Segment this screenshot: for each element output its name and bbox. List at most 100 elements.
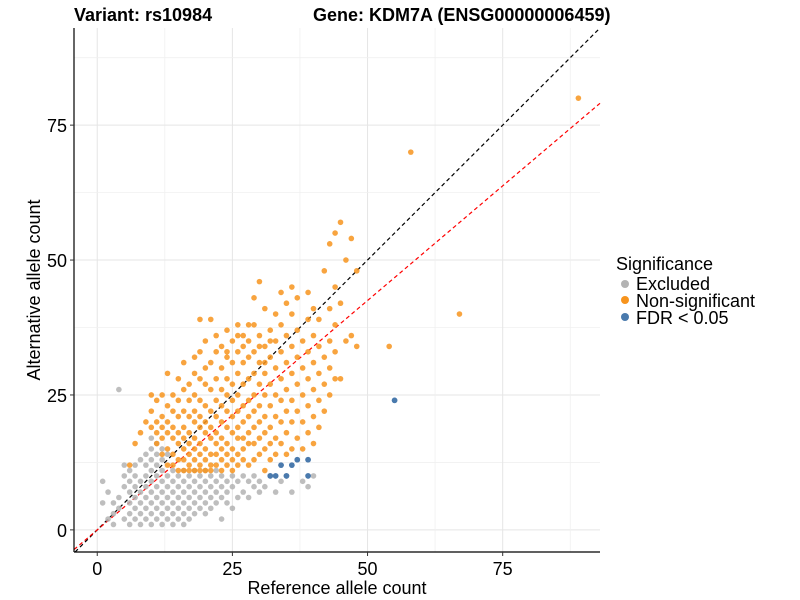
point-excluded [116, 386, 122, 393]
point-non-significant [229, 413, 236, 420]
point-non-significant [256, 381, 263, 387]
point-non-significant [272, 451, 279, 458]
point-non-significant [191, 392, 198, 398]
point-non-significant [224, 451, 230, 458]
point-non-significant [294, 327, 301, 334]
point-non-significant [343, 338, 349, 344]
point-non-significant [202, 467, 209, 474]
point-excluded [186, 505, 192, 512]
points [99, 95, 582, 528]
point-non-significant [170, 435, 176, 441]
point-non-significant [326, 305, 333, 312]
point-excluded [143, 451, 149, 458]
point-non-significant [310, 386, 317, 393]
point-excluded [170, 478, 176, 485]
point-non-significant [235, 435, 241, 441]
point-non-significant [191, 435, 198, 441]
point-non-significant [197, 413, 203, 420]
point-non-significant [332, 348, 338, 355]
point-non-significant [283, 451, 290, 458]
point-excluded [272, 489, 279, 495]
point-excluded [153, 516, 160, 522]
reference-line-identity [74, 27, 601, 553]
point-non-significant [386, 343, 392, 350]
point-excluded [197, 483, 203, 490]
point-non-significant [299, 392, 306, 398]
point-excluded [170, 489, 176, 495]
legend-marker-fdr [621, 313, 629, 321]
point-non-significant [202, 419, 209, 425]
point-excluded [148, 446, 155, 452]
point-excluded [153, 505, 160, 512]
point-non-significant [164, 462, 171, 468]
point-non-significant [310, 359, 317, 366]
point-non-significant [224, 327, 230, 334]
y-tick-label: 0 [57, 521, 67, 541]
point-non-significant [186, 440, 192, 447]
point-excluded [164, 505, 171, 512]
point-non-significant [240, 359, 247, 366]
point-non-significant [175, 429, 182, 436]
point-excluded [175, 473, 182, 479]
point-non-significant [213, 440, 219, 447]
point-non-significant [299, 365, 306, 371]
point-non-significant [262, 343, 268, 350]
point-non-significant [170, 424, 176, 431]
point-non-significant [207, 316, 214, 323]
point-excluded [153, 483, 160, 490]
point-non-significant [207, 467, 214, 474]
point-non-significant [164, 429, 171, 436]
point-non-significant [272, 338, 279, 344]
point-excluded [218, 473, 225, 479]
point-non-significant [213, 429, 219, 436]
point-non-significant [207, 451, 214, 458]
point-excluded [137, 500, 144, 506]
point-non-significant [197, 397, 203, 404]
point-non-significant [191, 456, 198, 463]
point-excluded [143, 473, 149, 479]
point-excluded [164, 483, 171, 490]
point-non-significant [191, 467, 198, 474]
point-excluded [224, 489, 230, 495]
point-non-significant [332, 284, 338, 290]
point-non-significant [240, 446, 247, 452]
point-non-significant [262, 359, 268, 366]
point-non-significant [186, 462, 192, 468]
point-non-significant [283, 332, 290, 339]
point-non-significant [235, 392, 241, 398]
point-excluded [126, 478, 133, 485]
point-excluded [170, 521, 176, 528]
point-non-significant [170, 462, 176, 468]
point-excluded [202, 489, 209, 495]
point-non-significant [310, 332, 317, 339]
point-non-significant [251, 456, 257, 463]
point-non-significant [251, 440, 257, 447]
point-non-significant [224, 462, 230, 468]
point-excluded [278, 478, 284, 485]
point-non-significant [256, 278, 263, 285]
point-non-significant [218, 402, 225, 409]
point-non-significant [316, 343, 322, 350]
point-non-significant [272, 413, 279, 420]
point-excluded [175, 494, 182, 501]
point-non-significant [191, 370, 198, 377]
y-tick-label: 75 [47, 116, 67, 136]
point-excluded [191, 510, 198, 517]
point-non-significant [197, 451, 203, 458]
point-non-significant [326, 338, 333, 344]
point-non-significant [262, 305, 268, 312]
point-non-significant [159, 435, 165, 441]
point-excluded [186, 483, 192, 490]
point-non-significant [305, 375, 311, 382]
point-non-significant [207, 462, 214, 468]
point-excluded [126, 521, 133, 528]
point-non-significant [180, 467, 187, 474]
point-non-significant [267, 354, 274, 360]
point-non-significant [180, 424, 187, 431]
point-excluded [148, 435, 155, 441]
point-non-significant [294, 354, 301, 360]
point-non-significant [245, 440, 252, 447]
point-non-significant [164, 402, 171, 409]
point-non-significant [218, 343, 225, 350]
point-excluded [186, 516, 192, 522]
